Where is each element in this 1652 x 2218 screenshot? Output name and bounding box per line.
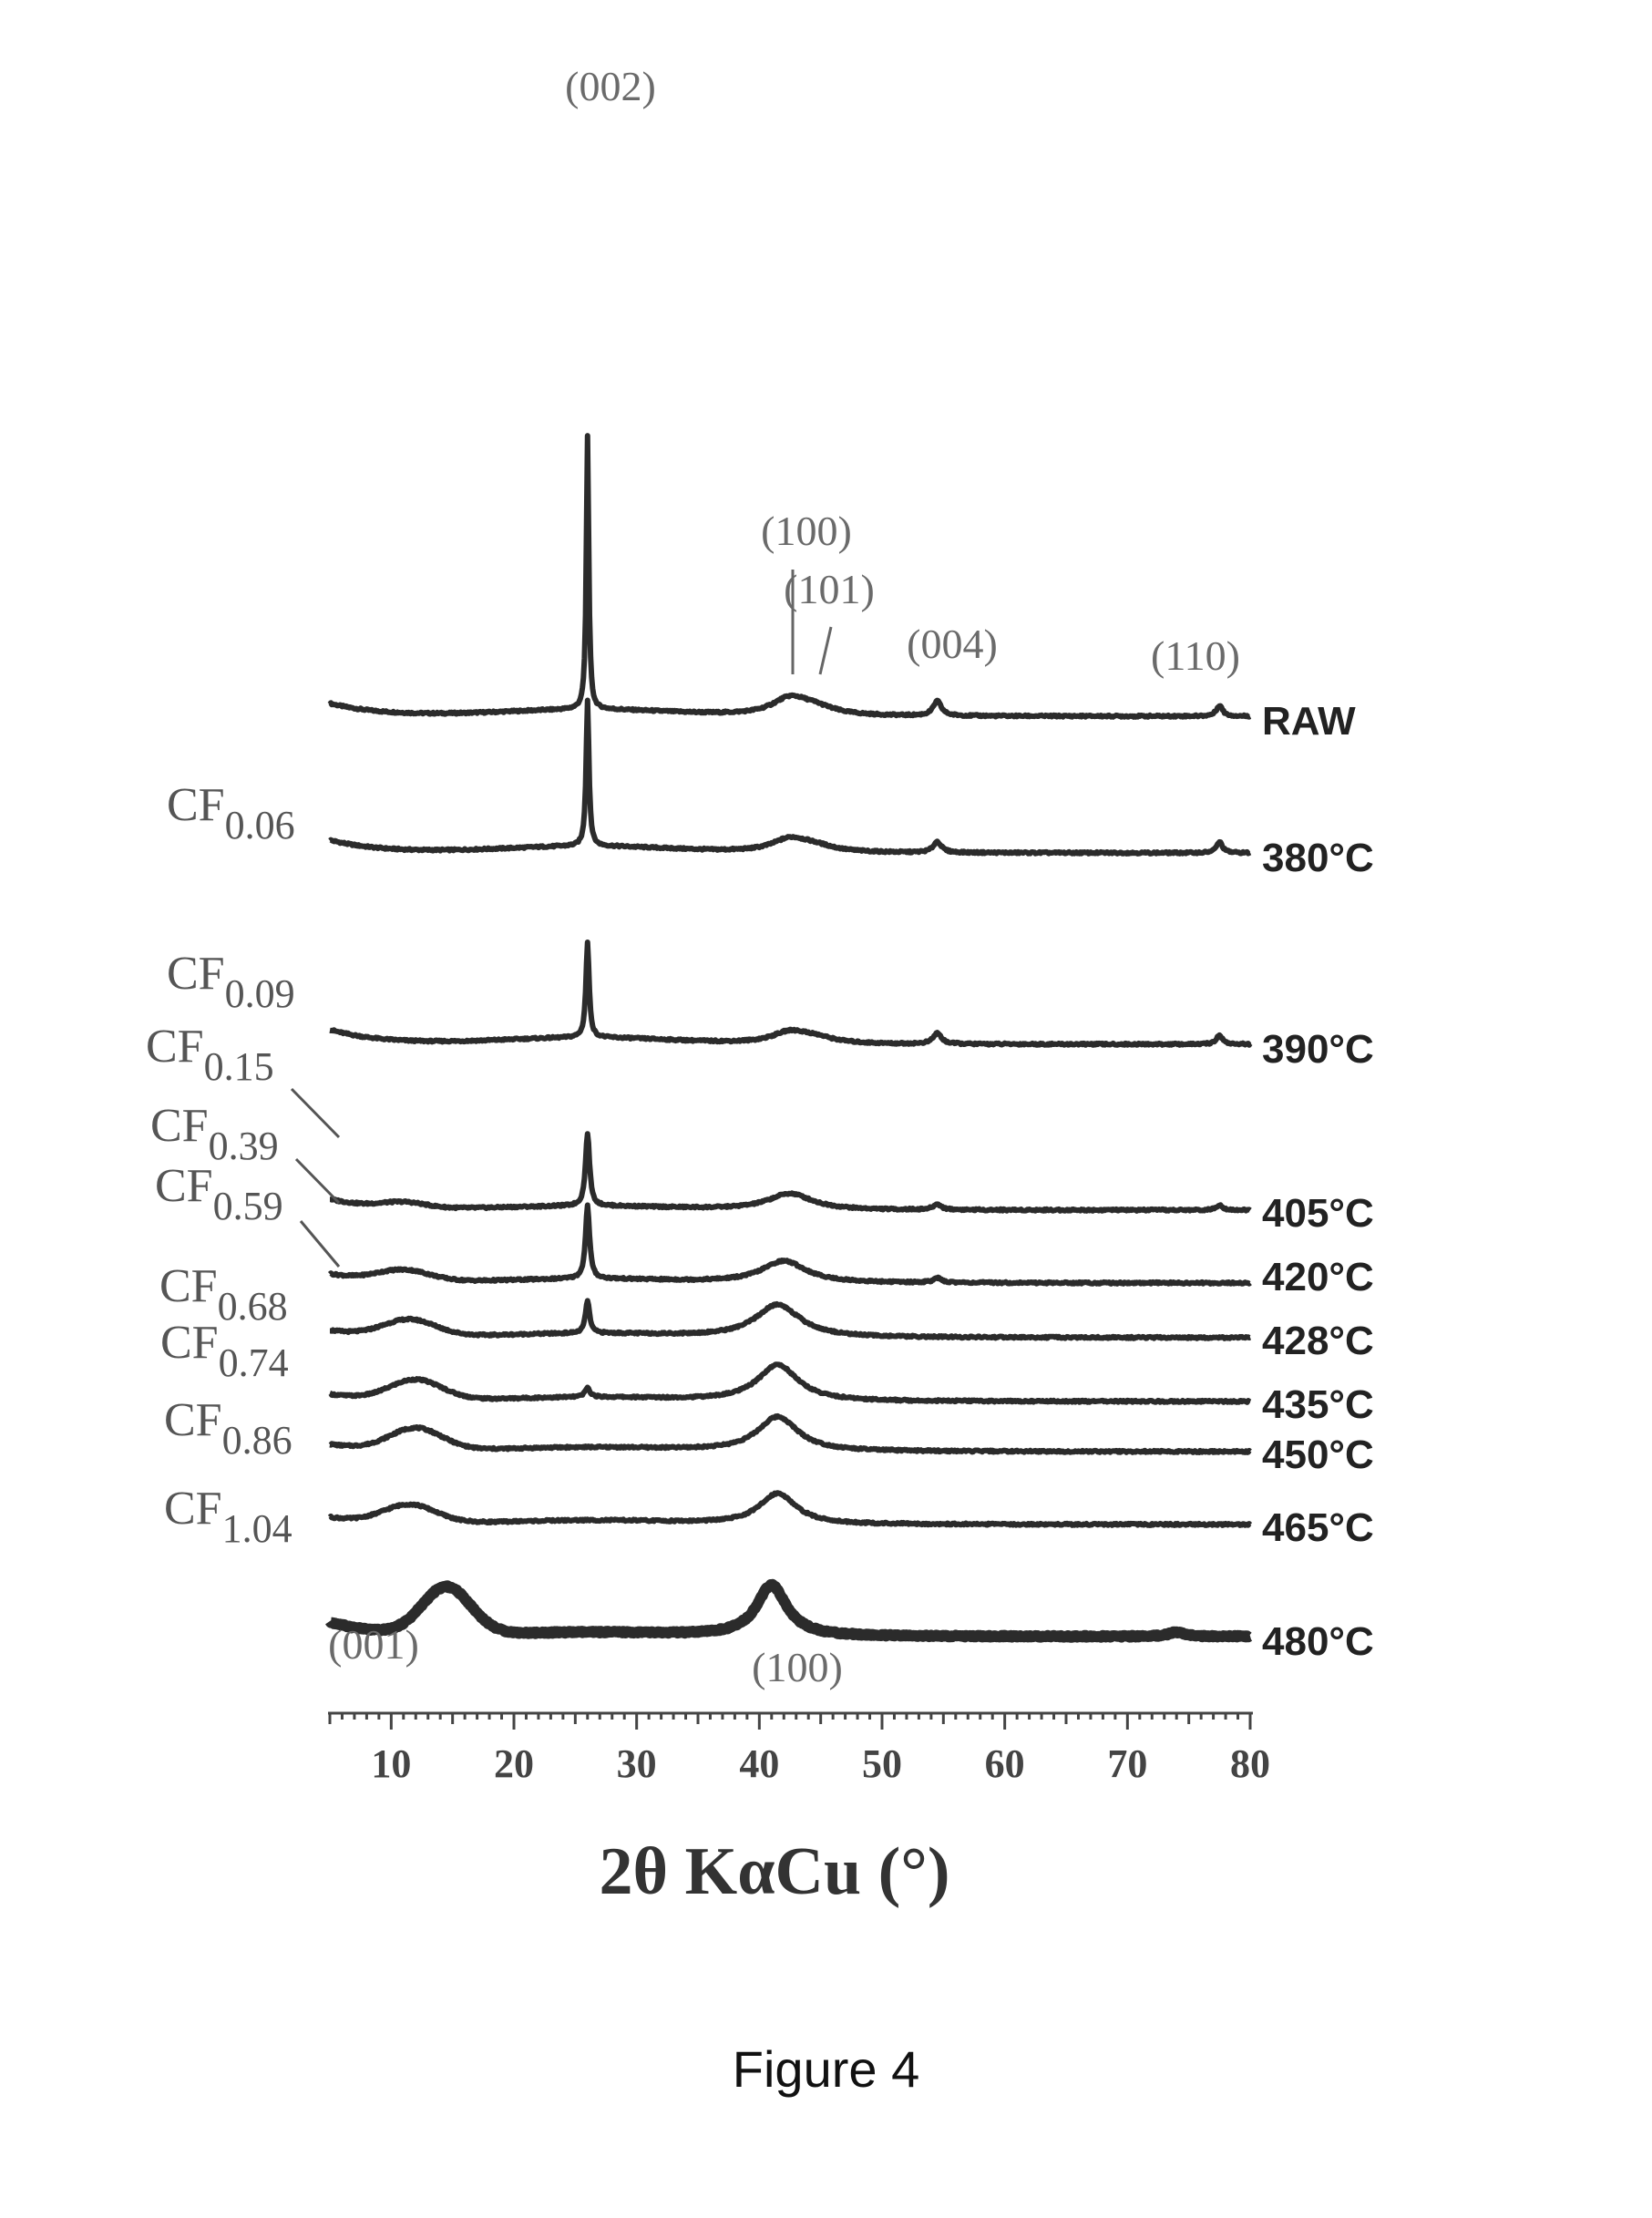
xrd-traces bbox=[330, 436, 1250, 1638]
leader-line bbox=[301, 1221, 339, 1267]
peak-label: (100) bbox=[761, 508, 852, 554]
composition-label: CF1.04 bbox=[164, 1483, 292, 1551]
temperature-label: RAW bbox=[1262, 699, 1356, 744]
trace-1 bbox=[330, 701, 1250, 854]
temperature-label: 390°C bbox=[1262, 1027, 1374, 1072]
trace-8 bbox=[330, 1493, 1250, 1525]
figure-caption: Figure 4 bbox=[0, 2039, 1652, 2099]
leader-line bbox=[292, 1089, 339, 1137]
x-tick-label: 70 bbox=[1107, 1741, 1147, 1786]
trace-9 bbox=[330, 1585, 1250, 1638]
trace-5 bbox=[330, 1300, 1250, 1339]
temperature-label: 465°C bbox=[1262, 1505, 1374, 1550]
composition-label: CF0.15 bbox=[146, 1021, 274, 1089]
temperature-label: 428°C bbox=[1262, 1319, 1374, 1363]
peak-label: (001) bbox=[328, 1621, 419, 1668]
trace-2 bbox=[330, 942, 1250, 1045]
temperature-label: 435°C bbox=[1262, 1382, 1374, 1427]
x-axis-title: 2θ KαCu (°) bbox=[600, 1834, 950, 1909]
trace-4 bbox=[330, 1206, 1250, 1284]
temperature-label: 405°C bbox=[1262, 1191, 1374, 1236]
trace-6 bbox=[330, 1364, 1250, 1402]
composition-label: CF0.59 bbox=[155, 1160, 283, 1228]
x-tick-label: 20 bbox=[494, 1741, 534, 1786]
trace-7 bbox=[330, 1416, 1250, 1453]
x-tick-label: 50 bbox=[862, 1741, 902, 1786]
peak-label: (110) bbox=[1151, 632, 1240, 679]
x-axis: 10 20 30 40 50 60 70 80 bbox=[328, 1713, 1270, 1786]
composition-label: CF0.39 bbox=[150, 1100, 279, 1168]
x-tick-label: 30 bbox=[617, 1741, 657, 1786]
temperature-label: 480°C bbox=[1262, 1619, 1374, 1664]
composition-label: CF0.06 bbox=[167, 779, 295, 847]
composition-label: CF0.09 bbox=[167, 948, 295, 1016]
x-tick-label: 40 bbox=[739, 1741, 779, 1786]
x-tick-label: 80 bbox=[1230, 1741, 1270, 1786]
x-tick-label: 60 bbox=[985, 1741, 1025, 1786]
x-tick-label: 10 bbox=[371, 1741, 411, 1786]
leader-line bbox=[296, 1159, 339, 1203]
temperature-label: 420°C bbox=[1262, 1255, 1374, 1299]
trace-3 bbox=[330, 1134, 1250, 1211]
peak-label: (004) bbox=[907, 621, 998, 667]
composition-label: CF0.86 bbox=[164, 1394, 292, 1463]
temperature-label: 450°C bbox=[1262, 1432, 1374, 1477]
temperature-label: 380°C bbox=[1262, 836, 1374, 880]
peak-label: (101) bbox=[784, 566, 875, 612]
peak-label: (100) bbox=[752, 1644, 843, 1690]
peak-marker bbox=[820, 627, 831, 674]
peak-label: (002) bbox=[565, 63, 656, 109]
